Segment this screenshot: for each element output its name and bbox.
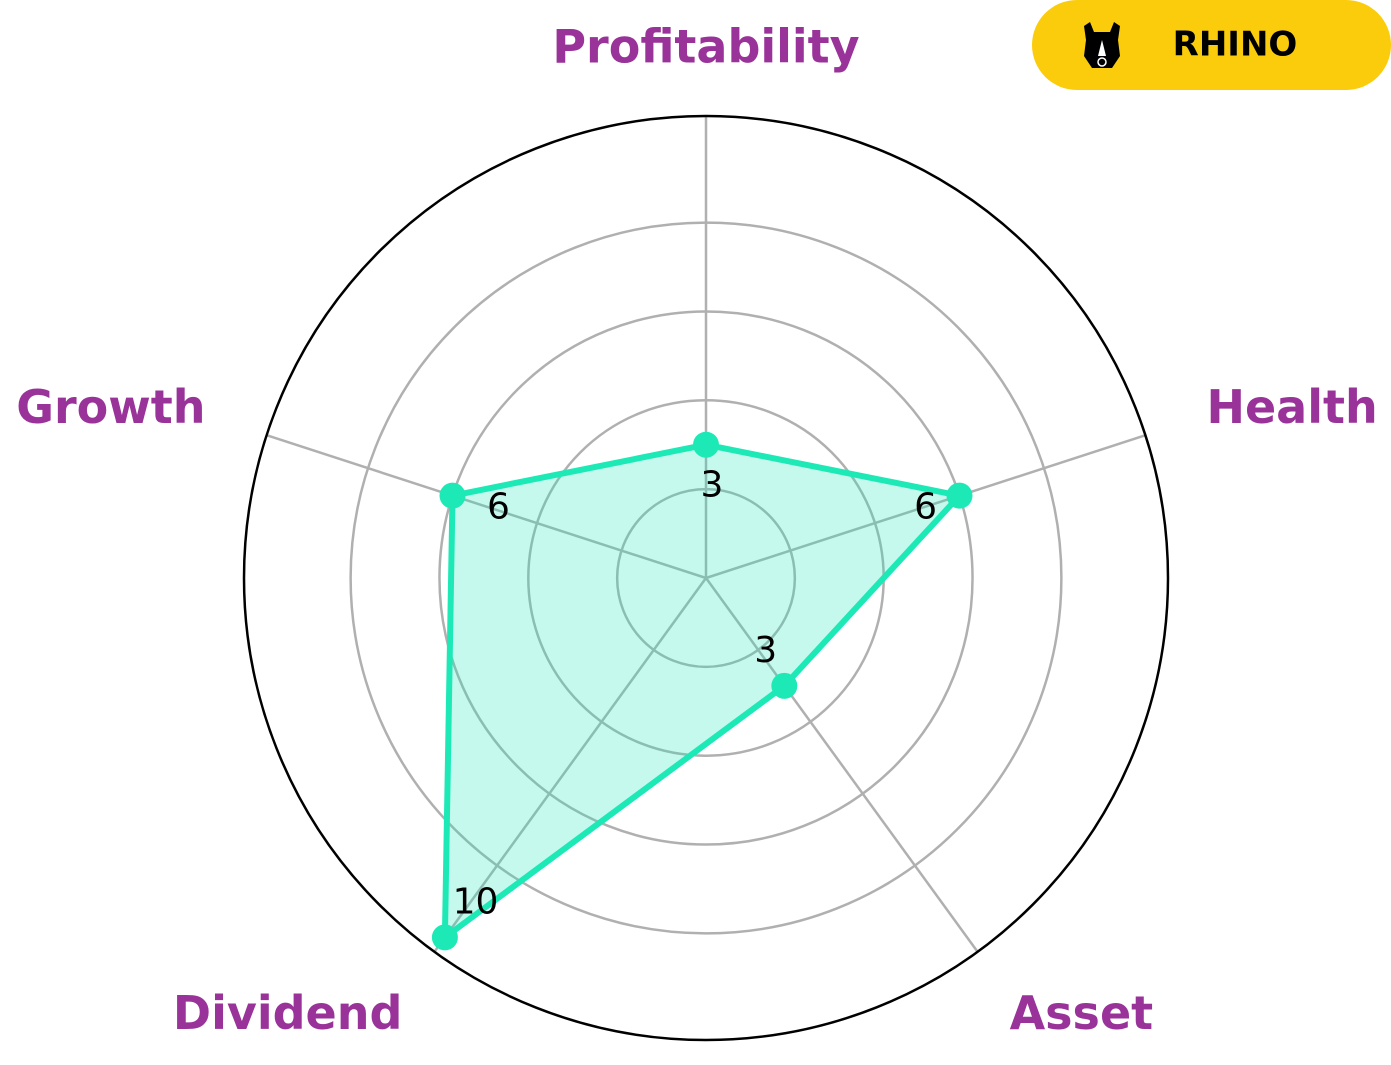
category-label: Growth [16, 380, 205, 434]
data-label: 6 [487, 487, 510, 528]
category-label: Profitability [552, 20, 859, 74]
area [444, 444, 960, 938]
category-label: Dividend [173, 986, 403, 1040]
rhino-icon [1084, 22, 1120, 68]
brand-badge: RHINO [1032, 0, 1391, 90]
spoke [433, 577, 708, 953]
marker [946, 482, 973, 509]
badge-background [1032, 0, 1391, 90]
line [441, 441, 963, 941]
spoke [705, 434, 1146, 580]
marker [431, 924, 458, 951]
category-label: Health [1206, 380, 1377, 434]
marker [693, 431, 719, 458]
category-label: Asset [1010, 986, 1154, 1040]
brand-name: RHINO [1173, 25, 1298, 65]
data-label: 3 [754, 630, 777, 671]
outer-circle [242, 114, 1170, 1042]
marker [771, 672, 798, 699]
spoke [266, 434, 707, 580]
data-label: 3 [701, 465, 724, 506]
data-label: 6 [914, 487, 937, 528]
spoke [704, 577, 979, 953]
marker [439, 482, 466, 509]
data-label: 10 [453, 881, 499, 922]
